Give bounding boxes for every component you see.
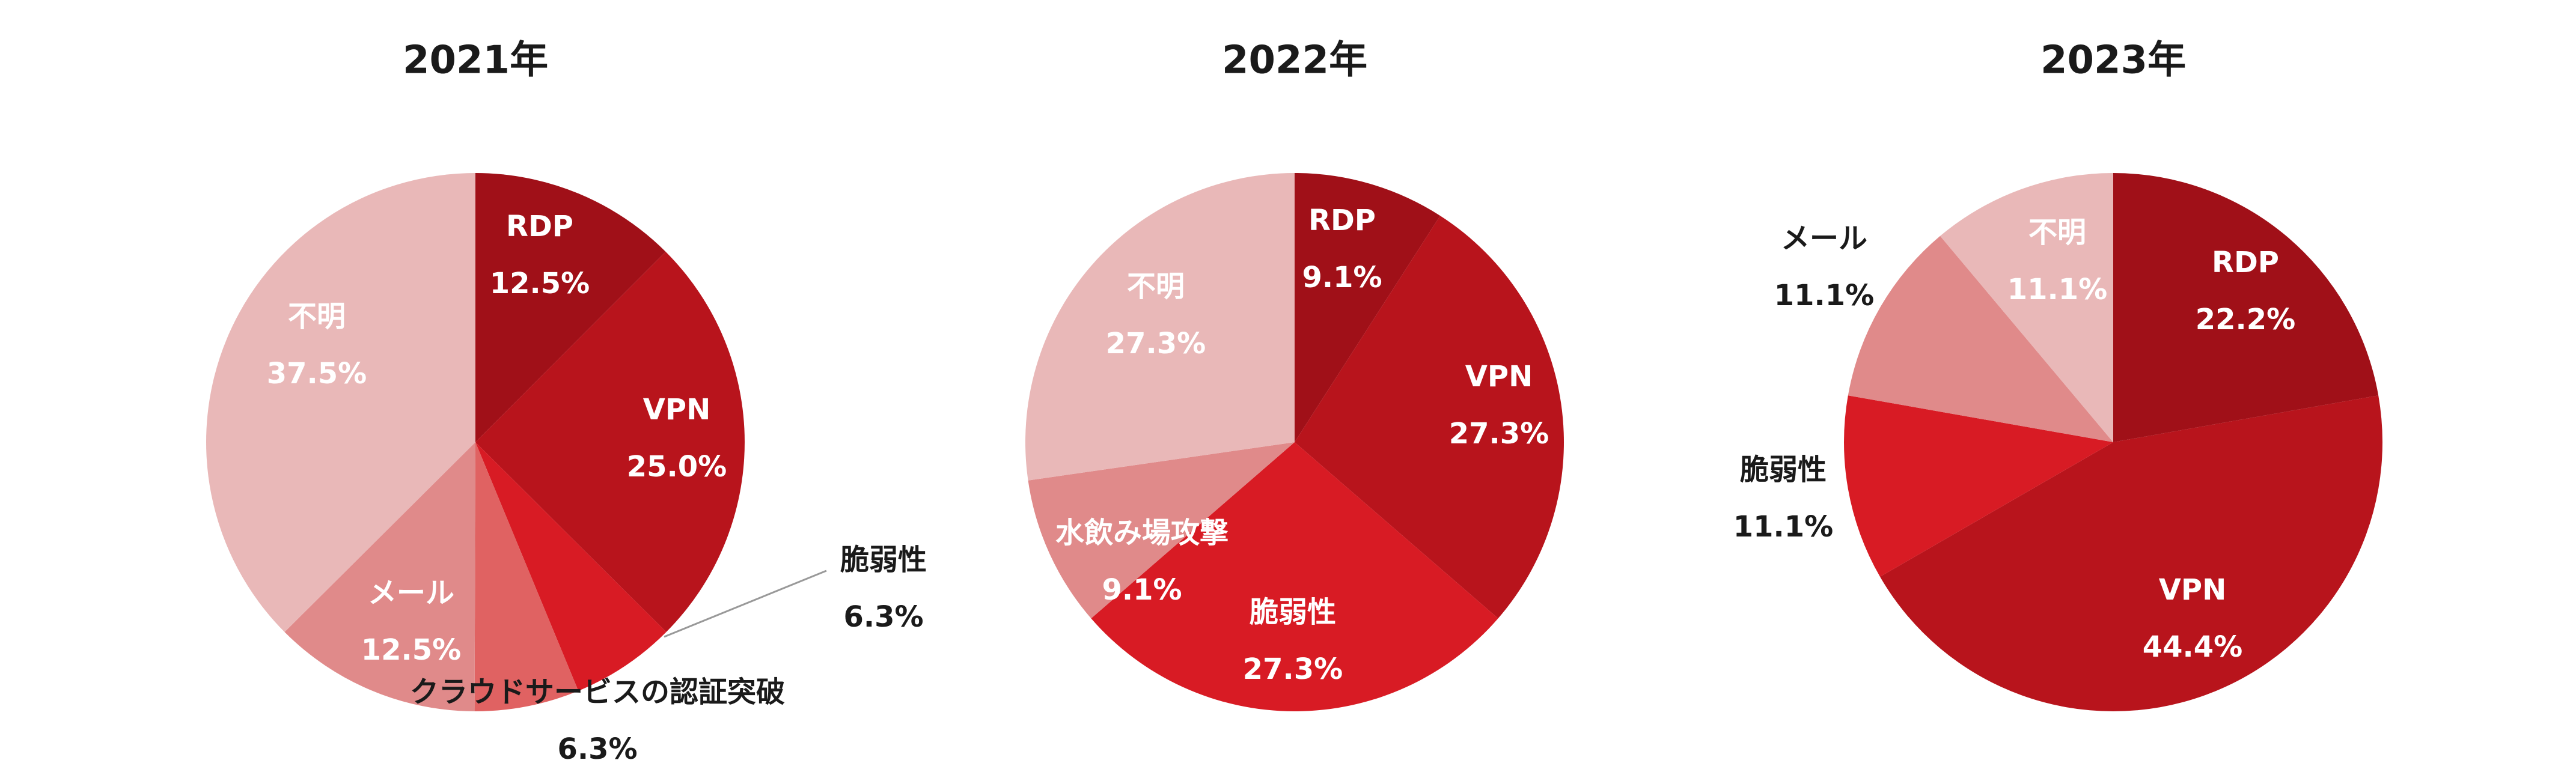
slice-value-label: 22.2% (2196, 303, 2296, 336)
pie-slice (1025, 173, 1295, 481)
slice-value-label: 27.3% (1106, 327, 1206, 360)
pie-slice (206, 173, 475, 633)
slice-label: 不明 (1127, 270, 1185, 303)
slice-label: RDP (506, 210, 573, 243)
leader-line (664, 570, 827, 638)
pie-slice (1844, 395, 2113, 577)
slice-label: 水飲み場攻撃 (1055, 516, 1228, 550)
slice-label: 脆弱性 (1250, 595, 1336, 629)
chart-title: 2021年 (403, 38, 548, 83)
slice-label: メール (368, 576, 454, 610)
slice-label: クラウドサービスの認証突破 (410, 675, 785, 709)
pie-slice (1295, 216, 1564, 619)
slice-value-label: 11.1% (2007, 273, 2108, 306)
pie-slice (475, 251, 745, 633)
pie-slice (2113, 173, 2379, 442)
pie-slice (1848, 236, 2113, 442)
slice-label: VPN (1465, 360, 1533, 394)
slice-value-label: 12.5% (361, 633, 462, 667)
pie-slice (474, 442, 579, 711)
slice-value-label: 37.5% (267, 357, 367, 390)
slice-label: 脆弱性 (840, 543, 927, 577)
chart-title: 2022年 (1222, 38, 1367, 83)
pie-slice (284, 442, 475, 711)
slice-value-label: 9.1% (1302, 261, 1382, 294)
slice-value-label: 12.5% (490, 267, 590, 300)
pie-slice (1295, 173, 1441, 442)
slice-label: メール (1781, 222, 1867, 255)
slice-label: 不明 (2028, 216, 2086, 249)
slice-label: 不明 (288, 300, 346, 333)
slice-label: VPN (643, 393, 711, 427)
slice-value-label: 11.1% (1774, 279, 1875, 312)
pie-slice (1940, 173, 2113, 442)
slice-label: RDP (2212, 246, 2279, 279)
slice-label: VPN (2159, 573, 2227, 607)
pie-slice (475, 442, 667, 691)
slice-value-label: 11.1% (1733, 510, 1834, 544)
slice-label: RDP (1308, 204, 1376, 237)
pie-slice (475, 173, 666, 442)
slice-value-label: 6.3% (843, 600, 923, 634)
slice-value-label: 9.1% (1102, 573, 1182, 607)
slice-value-label: 27.3% (1449, 417, 1549, 451)
pie-slice (1028, 442, 1295, 619)
pie-slice (1880, 395, 2382, 711)
slice-value-label: 25.0% (627, 450, 727, 484)
slice-value-label: 6.3% (557, 732, 637, 766)
slice-label: 脆弱性 (1740, 453, 1827, 487)
chart-title: 2023年 (2040, 38, 2186, 83)
slice-value-label: 44.4% (2143, 630, 2243, 664)
slice-value-label: 27.3% (1243, 652, 1343, 686)
pie-slice (1091, 442, 1498, 712)
